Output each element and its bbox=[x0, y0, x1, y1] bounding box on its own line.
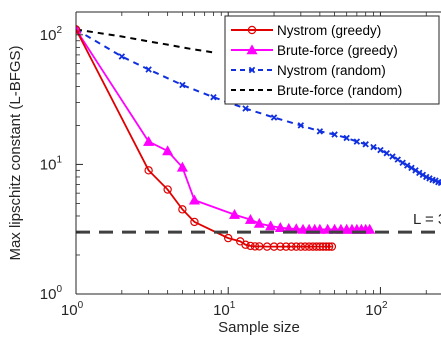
data-point-nystrom-random bbox=[419, 171, 427, 179]
data-point-nystrom-greedy bbox=[224, 233, 233, 243]
data-point-nystrom-greedy bbox=[292, 242, 301, 251]
data-point-nystrom-greedy bbox=[269, 242, 279, 251]
data-point-nystrom-greedy bbox=[241, 240, 250, 249]
data-point-nystrom-greedy bbox=[163, 185, 172, 194]
data-point-nystrom-random bbox=[437, 179, 441, 187]
data-point-nystrom-random bbox=[270, 114, 278, 121]
data-point-nystrom-greedy bbox=[190, 217, 199, 227]
data-point-nystrom-random bbox=[179, 81, 186, 89]
data-point-brute-force-greedy bbox=[176, 161, 188, 172]
legend-label-nystrom-greedy: Nystrom (greedy) bbox=[277, 23, 381, 38]
data-point-nystrom-random bbox=[145, 66, 152, 73]
data-point-nystrom-random bbox=[297, 122, 305, 129]
data-point-nystrom-random bbox=[408, 164, 415, 172]
reference-line-label: L = 3 bbox=[413, 211, 441, 228]
legend: Nystrom (greedy) Brute-force (greedy) Nyst… bbox=[224, 15, 440, 105]
data-point-nystrom-greedy bbox=[318, 242, 328, 251]
data-point-nystrom-random bbox=[242, 105, 249, 112]
data-point-nystrom-random bbox=[362, 141, 369, 148]
data-point-brute-force-greedy bbox=[265, 220, 277, 231]
legend-marker-nystrom-random bbox=[248, 66, 256, 74]
legend-label-brute-force-greedy: Brute-force (greedy) bbox=[277, 43, 398, 58]
data-point-brute-force-greedy bbox=[143, 135, 155, 146]
y-tick-label: 101 bbox=[40, 154, 63, 173]
data-point-nystrom-random bbox=[316, 128, 324, 135]
data-point-nystrom-random bbox=[370, 143, 377, 151]
data-point-nystrom-greedy bbox=[144, 166, 153, 175]
data-point-nystrom-greedy bbox=[324, 242, 334, 251]
data-point-nystrom-greedy bbox=[178, 205, 187, 214]
data-point-nystrom-greedy bbox=[281, 242, 291, 251]
data-point-nystrom-random bbox=[377, 146, 384, 154]
legend-label-nystrom-random: Nystrom (random) bbox=[277, 63, 386, 78]
x-tick-label: 100 bbox=[61, 300, 84, 319]
series-line-nystrom-greedy bbox=[76, 29, 332, 248]
y-axis-label: Max lipschitz constant (L-BFGS) bbox=[7, 45, 24, 260]
data-point-nystrom-random bbox=[399, 159, 406, 166]
legend-label-brute-force-random: Brute-force (random) bbox=[277, 83, 402, 98]
data-point-nystrom-random bbox=[416, 169, 423, 177]
data-point-brute-force-greedy bbox=[253, 217, 265, 228]
data-point-nystrom-random bbox=[331, 131, 338, 138]
data-point-nystrom-random bbox=[210, 93, 217, 101]
data-point-brute-force-greedy bbox=[188, 194, 200, 205]
series-line-brute-force-random bbox=[76, 28, 214, 54]
data-point-nystrom-random bbox=[383, 149, 390, 157]
data-point-nystrom-greedy bbox=[327, 242, 337, 251]
data-point-nystrom-greedy bbox=[315, 242, 325, 251]
data-point-nystrom-greedy bbox=[287, 242, 296, 251]
data-point-nystrom-random bbox=[403, 162, 411, 169]
data-point-nystrom-random bbox=[394, 156, 402, 163]
data-point-brute-force-greedy bbox=[229, 208, 241, 219]
data-point-nystrom-random bbox=[389, 153, 396, 160]
data-point-nystrom-greedy bbox=[250, 242, 260, 251]
data-point-nystrom-greedy bbox=[321, 242, 331, 251]
x-tick-label: 102 bbox=[365, 300, 388, 319]
data-point-nystrom-greedy bbox=[296, 242, 306, 251]
legend-marker-brute-force-greedy bbox=[246, 44, 258, 55]
data-point-brute-force-greedy bbox=[274, 222, 286, 232]
data-point-nystrom-random bbox=[118, 53, 126, 60]
y-tick-label: 100 bbox=[40, 284, 63, 303]
x-axis-label: Sample size bbox=[218, 319, 300, 336]
legend-marker-nystrom-greedy bbox=[247, 25, 257, 35]
data-point-brute-force-greedy bbox=[162, 145, 174, 156]
data-point-nystrom-random bbox=[343, 134, 350, 142]
series-line-nystrom-random bbox=[76, 28, 441, 184]
y-tick-label: 102 bbox=[40, 25, 63, 44]
data-point-nystrom-random bbox=[353, 138, 361, 145]
data-point-brute-force-greedy bbox=[364, 223, 376, 234]
x-tick-label: 101 bbox=[213, 300, 236, 319]
data-point-nystrom-greedy bbox=[276, 242, 285, 251]
reference-line-group: L = 3 bbox=[76, 211, 441, 234]
data-point-nystrom-greedy bbox=[246, 241, 255, 251]
data-point-brute-force-greedy bbox=[244, 213, 256, 224]
axes: 100 101 102 100 101 102 bbox=[40, 11, 441, 319]
